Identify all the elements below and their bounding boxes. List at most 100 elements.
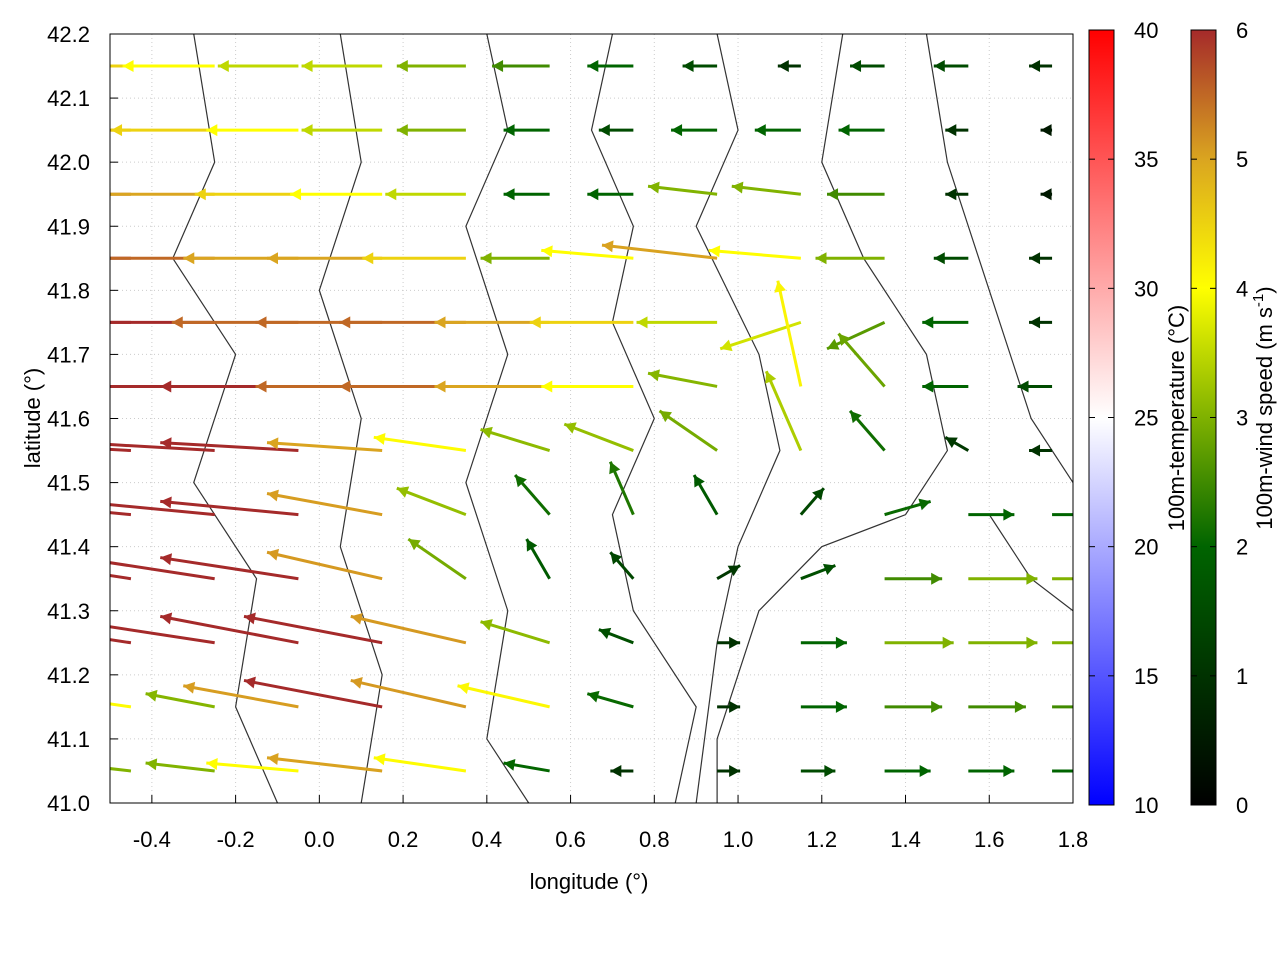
wind-arrow-head — [77, 380, 88, 392]
wind-arrow — [826, 321, 886, 351]
wind-arrow-head — [396, 60, 408, 73]
wind-arrow-head — [922, 316, 934, 329]
wind-arrow-shaft — [350, 614, 467, 645]
wind-arrow — [601, 240, 718, 260]
wind-arrow-shaft — [837, 332, 886, 388]
wind-arrow-head — [933, 252, 945, 265]
wind-arrow-shaft — [183, 684, 299, 709]
wind-arrow — [800, 700, 847, 713]
contour-line — [716, 34, 949, 803]
wind-arrow-head — [541, 380, 553, 393]
wind-arrow-head — [0, 252, 4, 264]
wind-arrow-head — [942, 636, 954, 649]
wind-arrow-head — [838, 333, 851, 346]
wind-arrow-shaft — [159, 614, 299, 645]
wind-arrow — [503, 124, 550, 137]
x-tick-label: -0.4 — [133, 827, 171, 852]
wind-arrow — [503, 188, 550, 201]
wind-arrow-shaft — [601, 243, 718, 260]
wind-arrow-head — [827, 188, 839, 201]
wind-arrow-head — [694, 474, 705, 488]
wind-arrow-shaft — [563, 422, 634, 452]
wind-arrow-head — [731, 181, 744, 194]
wind-arrow — [1040, 124, 1053, 137]
wind-arrow-shaft — [541, 248, 634, 260]
wind-arrow — [1040, 188, 1053, 201]
wind-arrow — [563, 422, 634, 452]
wind-arrow — [884, 636, 954, 649]
wind-arrow-head — [708, 245, 721, 258]
wind-arrow — [492, 60, 550, 73]
wind-arrow-head — [835, 636, 847, 649]
wind-arrow-head — [503, 124, 515, 137]
wind-arrow-head — [822, 563, 836, 576]
wind-arrow-head — [727, 565, 741, 577]
wind-arrow-head — [301, 124, 313, 137]
wind-arrow-shaft — [776, 280, 803, 387]
wind-arrow-head — [183, 252, 195, 265]
wind-arrow-head — [1003, 508, 1015, 521]
wind-arrow-shaft — [731, 184, 802, 196]
wind-arrow — [610, 764, 634, 777]
wind-arrow-head — [918, 498, 931, 511]
wind-arrow-head — [0, 617, 5, 629]
wind-arrow-head — [1029, 316, 1041, 329]
wind-arrow-head — [610, 552, 623, 565]
wind-arrow-head — [729, 764, 741, 777]
y-tick-label: 41.2 — [47, 663, 90, 688]
wind-arrow — [1029, 444, 1053, 457]
x-tick-label: 0.2 — [388, 827, 419, 852]
wind-arrow-head — [824, 764, 836, 777]
wind-arrow — [243, 612, 383, 645]
wind-arrow — [647, 369, 718, 388]
wind-arrow — [1052, 705, 1073, 709]
wind-arrow-head — [931, 700, 943, 713]
wind-arrow — [266, 548, 383, 581]
wind-arrow — [110, 767, 132, 773]
y-tick-label: 41.9 — [47, 214, 90, 239]
wind-arrow-head — [931, 572, 943, 585]
x-tick-label: 0.8 — [639, 827, 670, 852]
wind-arrow-head — [636, 316, 648, 329]
wind-arrow-head — [601, 240, 614, 253]
wind-arrow-head — [598, 124, 610, 137]
wind-arrow-shaft — [266, 550, 383, 581]
wind-arrow — [1029, 252, 1053, 265]
wind-arrow-head — [945, 437, 958, 449]
wind-arrow-head — [587, 188, 599, 201]
wind-arrow — [350, 612, 467, 645]
wind-arrow-head — [0, 553, 5, 565]
wind-arrow — [598, 124, 634, 137]
wind-arrow-shaft — [243, 678, 383, 709]
wind-arrow — [586, 690, 634, 709]
wind-arrow-shaft — [110, 573, 132, 581]
wind-arrow-head — [682, 60, 694, 73]
wind-arrow-head — [194, 188, 206, 201]
wind-arrow-head — [0, 380, 4, 392]
wind-arrow — [968, 700, 1026, 713]
y-tick-label: 41.1 — [47, 727, 90, 752]
wind-arrow-head — [1003, 764, 1015, 777]
wind-arrow-head — [171, 316, 183, 329]
wind-arrow-head — [16, 124, 27, 136]
wind-arrow-head — [503, 758, 516, 771]
wind-arrow — [396, 60, 466, 73]
x-tick-label: 1.4 — [890, 827, 921, 852]
wind-arrow — [122, 60, 215, 73]
x-tick-label: 1.6 — [974, 827, 1005, 852]
wind-arrow — [968, 636, 1038, 649]
wind-arrow — [480, 426, 551, 452]
wind-arrow-head — [1029, 60, 1041, 73]
wind-arrow-shaft — [396, 486, 467, 517]
wind-arrow — [266, 489, 383, 517]
wind-arrow-head — [609, 461, 621, 475]
y-tick-label: 41.0 — [47, 791, 90, 816]
wind-arrow — [110, 625, 215, 645]
wind-arrow — [1052, 641, 1073, 645]
wind-arrow — [682, 60, 718, 73]
wind-arrow — [774, 280, 803, 387]
wind-arrow — [266, 437, 383, 453]
wind-arrow-shaft — [373, 756, 467, 773]
wind-arrow-head — [1029, 252, 1041, 265]
wind-arrow-shaft — [266, 756, 383, 773]
